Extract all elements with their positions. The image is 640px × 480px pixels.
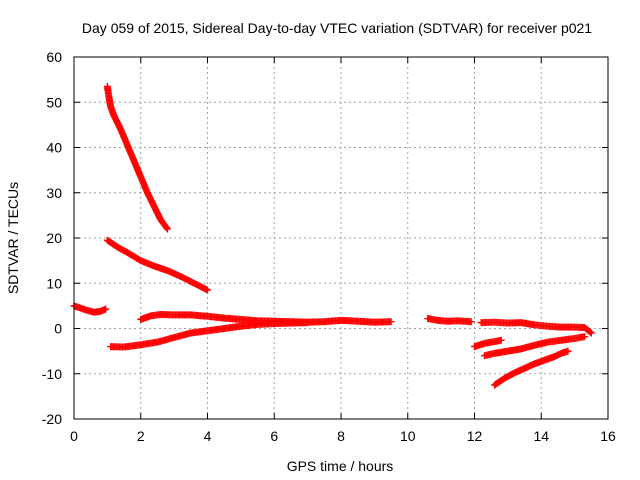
- data-series: [107, 319, 312, 351]
- y-tick-label: 30: [46, 185, 62, 201]
- data-series: [103, 82, 171, 233]
- data-point: [467, 318, 475, 326]
- axis-ticks: 0 2 4 6 8 10 12 14 16 -20 -10 0 10 20 30 40 50 60: [42, 49, 616, 444]
- y-tick-label: 60: [46, 49, 62, 65]
- data-point: [587, 329, 595, 337]
- y-tick-label: 40: [46, 140, 62, 156]
- chart-title: Day 059 of 2015, Sidereal Day-to-day VTE…: [82, 20, 592, 36]
- data-series: [481, 333, 589, 360]
- data-series: [471, 336, 505, 351]
- data-points: [70, 82, 595, 389]
- data-series: [424, 315, 475, 326]
- y-tick-label: 20: [46, 230, 62, 246]
- data-point: [586, 328, 594, 336]
- data-point: [581, 333, 589, 341]
- x-tick-label: 10: [400, 428, 416, 444]
- data-point: [497, 336, 505, 344]
- data-series: [70, 302, 110, 316]
- data-point: [163, 225, 171, 233]
- y-tick-label: -10: [42, 366, 62, 382]
- data-point: [163, 224, 171, 232]
- data-series: [103, 236, 211, 294]
- x-axis-label: GPS time / hours: [287, 458, 394, 474]
- grid-lines: [74, 57, 608, 419]
- x-tick-label: 2: [137, 428, 145, 444]
- y-tick-label: 10: [46, 275, 62, 291]
- y-axis-label: SDTVAR / TECUs: [5, 182, 21, 294]
- data-point: [387, 318, 395, 326]
- data-point: [304, 319, 312, 327]
- y-tick-label: 50: [46, 94, 62, 110]
- data-point: [102, 305, 110, 313]
- data-series: [491, 347, 572, 389]
- data-point: [564, 347, 572, 355]
- y-tick-label: 0: [54, 321, 62, 337]
- data-point: [204, 286, 211, 294]
- x-tick-label: 6: [270, 428, 278, 444]
- y-tick-label: -20: [42, 411, 62, 427]
- x-tick-label: 12: [467, 428, 483, 444]
- x-tick-label: 16: [600, 428, 616, 444]
- x-tick-label: 0: [70, 428, 78, 444]
- x-tick-label: 4: [204, 428, 212, 444]
- x-tick-label: 8: [337, 428, 345, 444]
- x-tick-label: 14: [533, 428, 549, 444]
- data-series: [477, 318, 595, 337]
